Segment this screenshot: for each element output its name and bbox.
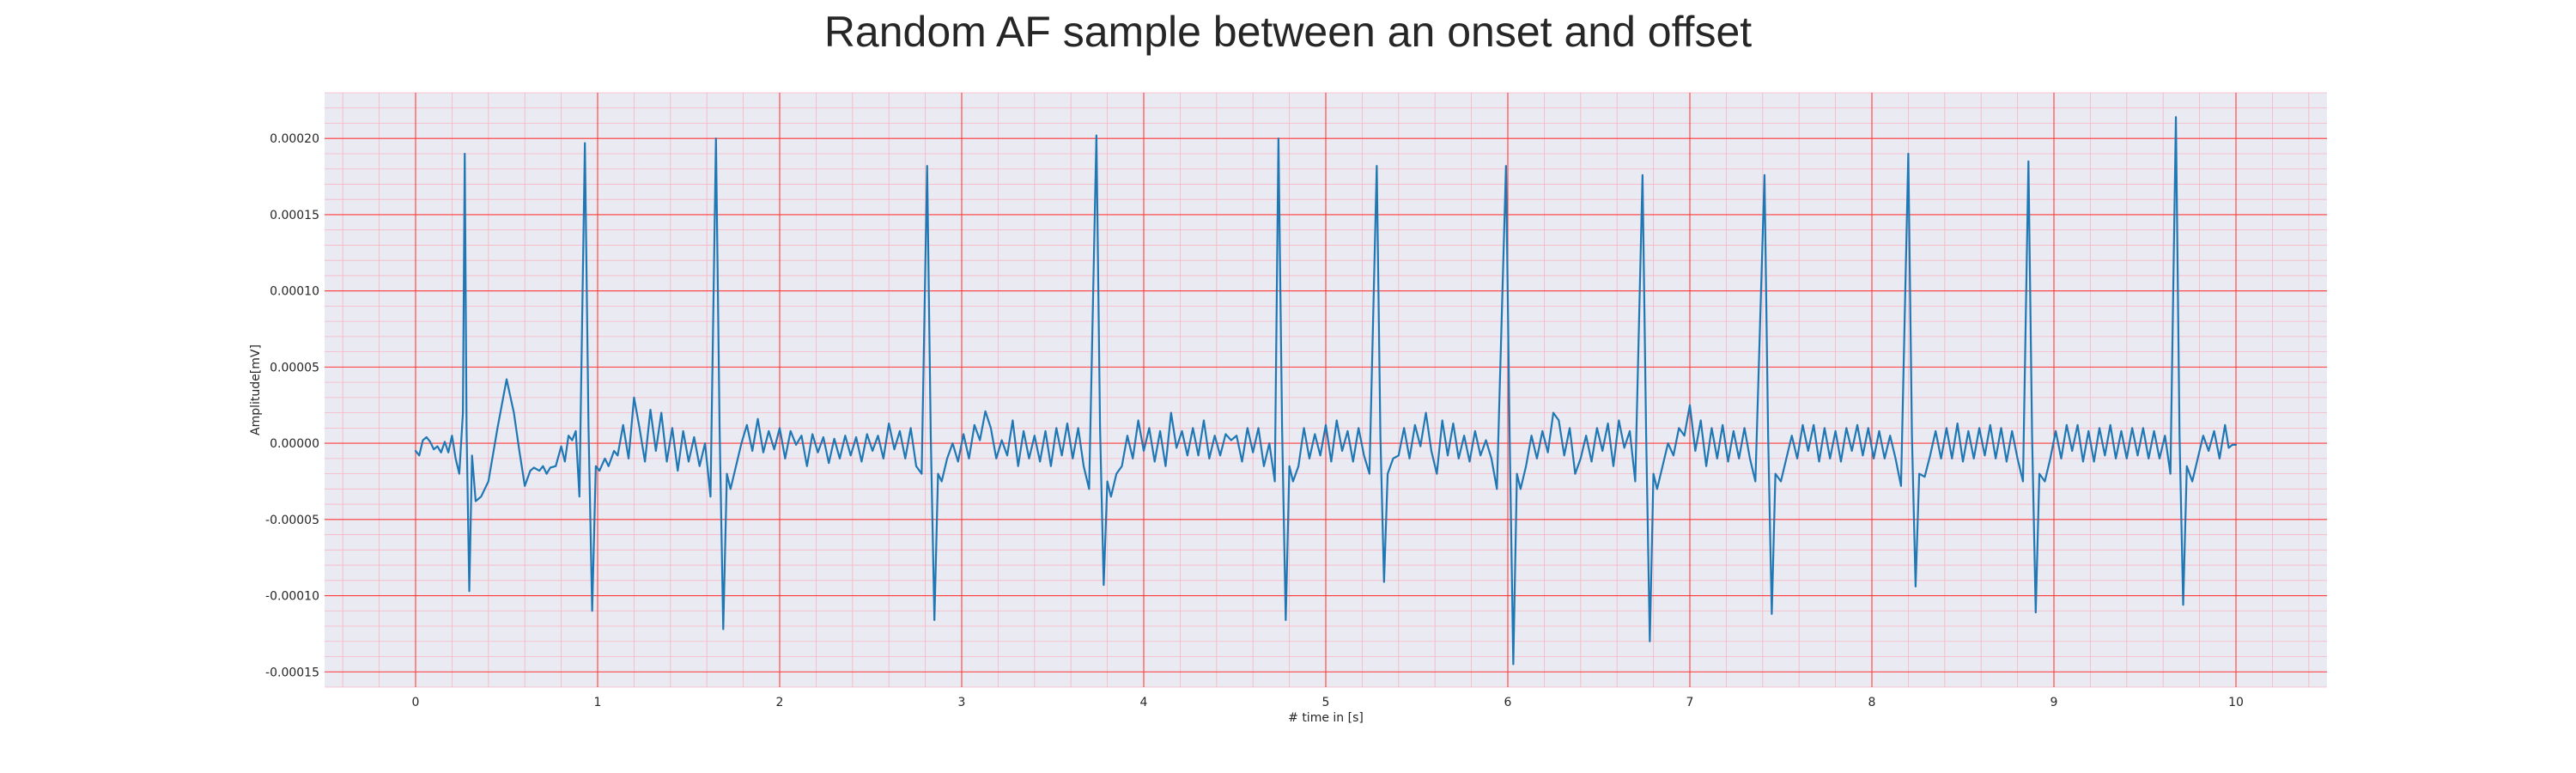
y-tick-label: 0.00000	[270, 437, 319, 451]
major-grid	[325, 93, 2327, 687]
x-tick-labels: 0 1 2 3 4 5 6 7 8 9 10	[412, 696, 2244, 709]
y-tick-label: 0.00005	[270, 361, 319, 374]
x-tick-label: 10	[2228, 696, 2244, 709]
y-tick-labels: -0.00015 -0.00010 -0.00005 0.00000 0.00005 0.…	[265, 132, 319, 679]
x-tick-label: 6	[1504, 696, 1512, 709]
x-tick-label: 2	[776, 696, 784, 709]
x-tick-label: 8	[1868, 696, 1876, 709]
y-tick-label: 0.00015	[270, 209, 319, 222]
x-axis-label: # time in [s]	[1288, 711, 1364, 725]
y-tick-label: 0.00010	[270, 285, 319, 299]
series-line-0	[414, 116, 2238, 666]
x-tick-label: 5	[1322, 696, 1330, 709]
x-tick-label: 9	[2050, 696, 2058, 709]
series-layer	[414, 116, 2238, 666]
x-tick-label: 1	[594, 696, 602, 709]
y-tick-label: -0.00015	[265, 666, 319, 679]
y-tick-label: -0.00010	[265, 590, 319, 604]
x-tick-label: 4	[1140, 696, 1148, 709]
x-tick-label: 7	[1686, 696, 1694, 709]
y-tick-label: 0.00020	[270, 132, 319, 146]
y-axis-label: Amplitude[mV]	[249, 344, 263, 435]
chart-title: Random AF sample between an onset and of…	[824, 8, 1752, 56]
y-tick-label: -0.00005	[265, 514, 319, 527]
x-tick-label: 3	[958, 696, 966, 709]
x-tick-label: 0	[412, 696, 420, 709]
